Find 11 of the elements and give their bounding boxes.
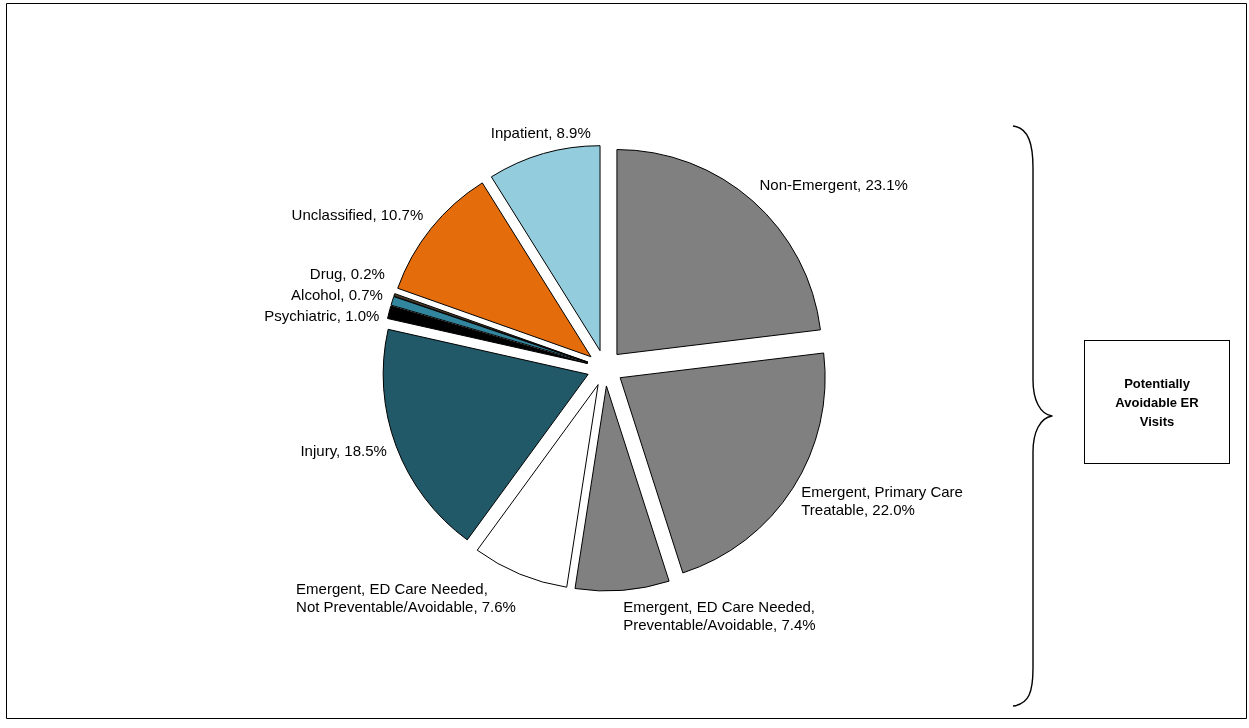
slice-label: Emergent, ED Care Needed, Preventable/Avoidable, 7.4% <box>623 598 816 634</box>
slice-label: Drug, 0.2% <box>309 265 385 283</box>
slice-label: Emergent, Primary Care Treatable, 22.0% <box>801 483 963 519</box>
slice-label: Alcohol, 0.7% <box>291 286 383 304</box>
slice-label: Emergent, ED Care Needed, Not Preventable/Avoidable, 7.6% <box>296 579 516 615</box>
slice-label: Inpatient, 8.9% <box>490 124 591 142</box>
slice-label: Non-Emergent, 23.1% <box>759 175 908 193</box>
text: Potentially Avoidable ER Visits <box>1114 374 1200 431</box>
slice-label: Psychiatric, 1.0% <box>264 307 380 325</box>
slice-label: Injury, 18.5% <box>300 442 387 460</box>
slice-label: Unclassified, 10.7% <box>291 205 424 223</box>
